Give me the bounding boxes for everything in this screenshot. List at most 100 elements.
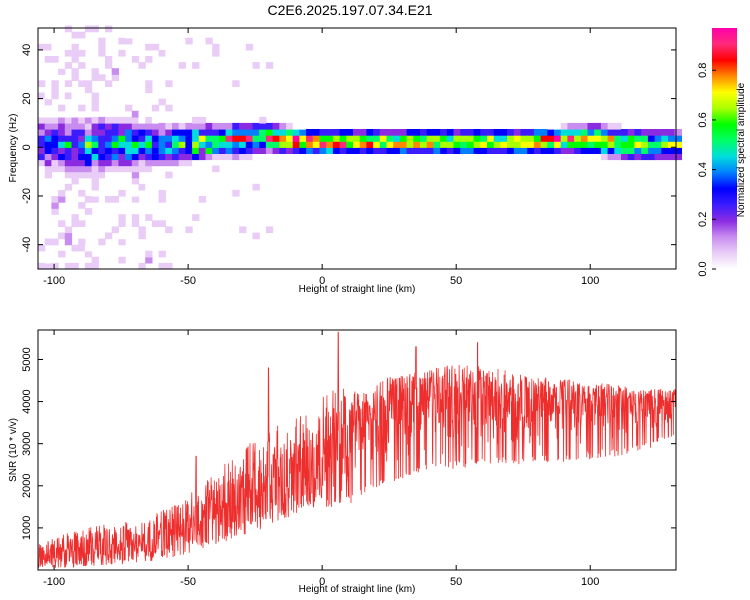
colorbar-tick-label: 0.2 (697, 212, 709, 227)
heatmap-cell (84, 80, 93, 87)
heatmap-cell (44, 159, 52, 167)
heatmap-cell (78, 122, 86, 130)
y-tick-label: 20 (21, 92, 33, 104)
heatmap-cell (91, 129, 99, 136)
heatmap-cell (500, 135, 508, 142)
heatmap-cell (621, 135, 629, 142)
heatmap-cell (138, 165, 146, 173)
heatmap-cell (641, 153, 649, 161)
heatmap-cell (272, 129, 280, 136)
heatmap-cell (58, 135, 66, 142)
heatmap-cell (98, 116, 106, 124)
heatmap-cell (44, 153, 52, 161)
heatmap-cell (165, 159, 173, 167)
heatmap-cell (654, 129, 662, 136)
heatmap-cell (64, 159, 73, 167)
heatmap-cell (71, 49, 79, 57)
heatmap-cell (205, 165, 213, 173)
heatmap-cell (158, 135, 166, 142)
heatmap-cell (51, 80, 59, 87)
heatmap-cell (38, 92, 46, 100)
heatmap-cell (151, 153, 160, 161)
heatmap-cell (145, 116, 153, 124)
heatmap-cell (192, 147, 200, 154)
heatmap-cell (420, 147, 428, 154)
heatmap-cell (252, 153, 260, 161)
heatmap-cell (71, 31, 79, 39)
heatmap-cell (111, 250, 119, 258)
colorbar-label: Normalized spectral amplitude (736, 82, 747, 217)
heatmap-cell (359, 147, 367, 154)
heatmap-cell (647, 141, 656, 148)
heatmap-cell (607, 147, 615, 154)
heatmap-cell (272, 135, 280, 142)
heatmap-cell (621, 141, 629, 148)
heatmap-cell (634, 141, 642, 148)
spectrogram-panel: -100 -50 0 50 100 -40 -20 0 20 40 Height of stra… (8, 25, 682, 295)
heatmap-cell (84, 110, 93, 118)
heatmap-cell (91, 147, 99, 154)
heatmap-cell (614, 122, 622, 130)
heatmap-cell (634, 129, 642, 136)
heatmap-cell (98, 43, 106, 51)
heatmap-cell (91, 92, 99, 100)
heatmap-cell (71, 165, 79, 173)
heatmap-cell (245, 147, 254, 154)
heatmap-cell (51, 122, 59, 130)
heatmap-cell (533, 141, 542, 148)
heatmap-cell (185, 226, 193, 234)
heatmap-cell (151, 159, 160, 167)
heatmap-cell (339, 141, 347, 148)
heatmap-cell (587, 122, 595, 130)
heatmap-cell (312, 141, 321, 148)
heatmap-cell (84, 165, 93, 173)
heatmap-cell (58, 68, 66, 75)
heatmap-cell (212, 165, 220, 173)
chart-title: C2E6.2025.197.07.34.E21 (267, 2, 432, 18)
heatmap-cell (239, 129, 247, 136)
heatmap-cell (44, 110, 52, 118)
x-tick-label: -50 (180, 576, 196, 588)
heatmap-cell (312, 135, 321, 142)
heatmap-cell (38, 116, 46, 124)
heatmap-cell (218, 141, 227, 148)
heatmap-cell (292, 129, 300, 136)
heatmap-cell (91, 104, 99, 112)
heatmap-cell (654, 135, 662, 142)
heatmap-cell (587, 135, 595, 142)
heatmap-cell (44, 98, 52, 106)
heatmap-cell (205, 122, 213, 130)
heatmap-cell (192, 122, 200, 130)
heatmap-cell (105, 129, 113, 136)
x-tick-label: 0 (319, 576, 325, 588)
heatmap-cell (654, 153, 662, 161)
heatmap-cell (165, 104, 173, 112)
heatmap-cell (58, 147, 66, 154)
heatmap-cell (78, 244, 86, 252)
heatmap-cell (218, 135, 227, 142)
heatmap-cell (91, 25, 99, 33)
heatmap-cell (145, 250, 153, 258)
heatmap-cell (71, 177, 79, 185)
heatmap-cell (212, 129, 220, 136)
heatmap-cell (111, 74, 119, 81)
heatmap-cell (58, 153, 66, 161)
heatmap-cell (58, 232, 66, 240)
heatmap-cell (138, 116, 146, 124)
heatmap-cell (567, 147, 575, 154)
heatmap-cell (84, 196, 93, 203)
heatmap-cell (252, 62, 260, 69)
heatmap-cell (647, 135, 656, 142)
heatmap-cell (51, 116, 59, 124)
heatmap-cell (527, 141, 535, 148)
heatmap-cell (118, 232, 126, 240)
heatmap-cell (98, 141, 106, 148)
y-tick-label: -40 (21, 237, 33, 253)
heatmap-cell (513, 147, 522, 154)
heatmap-cell (84, 147, 93, 154)
heatmap-cell (232, 122, 240, 130)
colorbar-tick-label: 0.4 (697, 162, 709, 177)
heatmap-cell (560, 129, 568, 136)
heatmap-cell (527, 135, 535, 142)
heatmap-cell (178, 141, 186, 148)
